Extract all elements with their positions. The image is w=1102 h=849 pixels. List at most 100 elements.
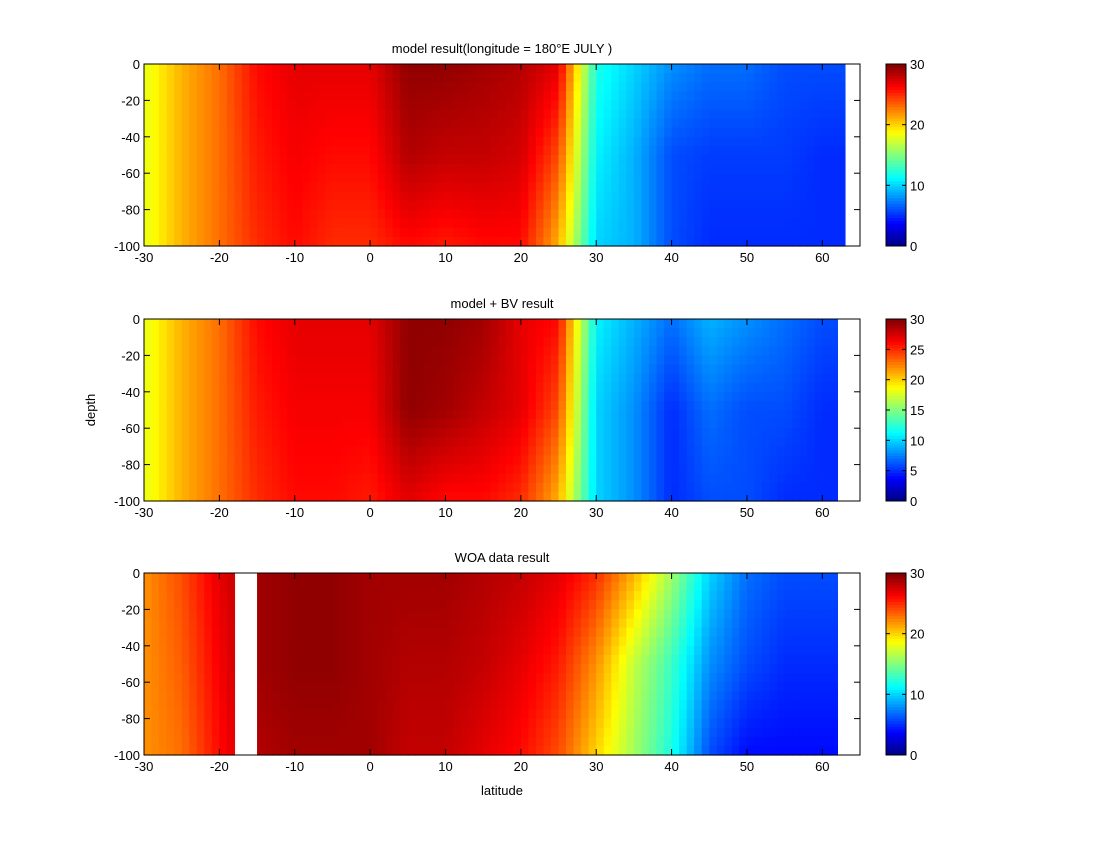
heat-cell	[626, 164, 635, 174]
heat-cell	[211, 464, 220, 475]
colorbar-segment	[886, 92, 906, 96]
heat-cell	[807, 182, 816, 192]
heat-cell	[226, 627, 236, 638]
heat-cell	[264, 164, 273, 174]
heat-cell	[219, 482, 228, 493]
heat-cell	[792, 482, 801, 493]
heat-cell	[490, 236, 499, 247]
heat-cell	[219, 654, 228, 665]
heat-cell	[332, 591, 341, 601]
heat-cell	[453, 164, 462, 174]
heat-cell	[648, 328, 658, 338]
heat-cell	[596, 173, 605, 183]
heat-cell	[573, 455, 582, 466]
heat-cell	[596, 364, 605, 375]
heat-cell	[543, 437, 552, 447]
heat-cell	[415, 419, 424, 429]
heat-cell	[535, 691, 545, 701]
heat-cell	[272, 673, 281, 683]
heat-cell	[814, 91, 823, 101]
heat-cell	[400, 627, 409, 638]
heat-cell	[543, 182, 552, 192]
heat-cell	[460, 337, 469, 347]
heat-cell	[648, 91, 658, 101]
heat-cell	[355, 654, 364, 665]
heat-cell	[272, 654, 281, 665]
heat-cell	[309, 437, 318, 447]
heat-cell	[144, 82, 153, 92]
heat-cell	[792, 400, 801, 411]
heat-cell	[468, 618, 477, 629]
heat-cell	[581, 428, 590, 438]
heat-cell	[272, 455, 281, 466]
colorbar-segment	[886, 214, 906, 219]
heat-cell	[475, 191, 484, 202]
heat-cell	[287, 328, 296, 338]
heat-cell	[799, 164, 808, 174]
heat-cell	[151, 691, 160, 701]
heat-cell	[520, 419, 529, 429]
heat-cell	[754, 118, 763, 129]
heat-cell	[505, 164, 514, 174]
heat-cell	[641, 118, 650, 129]
heat-cell	[550, 218, 560, 229]
heat-cell	[505, 91, 514, 101]
heat-cell	[400, 410, 409, 420]
heat-cell	[686, 227, 695, 238]
heat-cell	[407, 182, 416, 192]
heat-cell	[159, 64, 168, 74]
colorbar-segment	[886, 375, 906, 380]
heat-cell	[415, 627, 424, 638]
heat-cell	[445, 373, 454, 384]
heat-cell	[392, 145, 401, 156]
heat-cell	[453, 191, 462, 202]
heat-cell	[257, 727, 266, 738]
heat-cell	[664, 164, 673, 174]
heat-cell	[558, 473, 567, 484]
heat-cell	[422, 491, 431, 502]
heat-cell	[166, 673, 175, 683]
heat-cell	[189, 573, 198, 583]
heat-cell	[355, 145, 364, 156]
heat-cell	[792, 82, 801, 92]
heat-cell	[694, 373, 703, 384]
heat-cell	[159, 428, 168, 438]
heat-cell	[437, 645, 447, 656]
heat-cell	[430, 173, 439, 183]
heat-cell	[762, 319, 771, 329]
heat-cell	[528, 164, 537, 174]
heat-cell	[807, 218, 816, 229]
heat-cell	[535, 491, 545, 502]
heat-cell	[324, 209, 334, 220]
heat-cell	[716, 319, 725, 329]
heat-cell	[294, 209, 303, 220]
heat-cell	[317, 709, 326, 720]
heat-cell	[581, 209, 590, 220]
heat-cell	[189, 727, 198, 738]
heat-cell	[716, 382, 725, 393]
heat-cell	[309, 145, 318, 156]
heat-cell	[332, 391, 341, 402]
heat-cell	[415, 645, 424, 656]
heat-cell	[490, 600, 499, 610]
heat-cell	[460, 419, 469, 429]
heat-cell	[588, 236, 597, 247]
heat-cell	[377, 136, 386, 147]
heat-cell	[475, 636, 484, 647]
heat-cell	[445, 709, 454, 720]
heat-cell	[679, 191, 688, 202]
heat-cell	[407, 654, 416, 665]
heat-cell	[641, 491, 650, 502]
y-tick-label: -20	[121, 93, 140, 108]
heat-cell	[347, 337, 356, 347]
heat-cell	[196, 155, 205, 165]
colorbar-segment	[886, 481, 906, 485]
heat-cell	[196, 73, 205, 83]
heat-cell	[731, 391, 741, 402]
heat-cell	[505, 618, 514, 629]
heat-cell	[257, 718, 266, 729]
heat-cell	[257, 391, 266, 402]
heat-cell	[189, 319, 198, 329]
heat-cell	[679, 155, 688, 165]
heat-cell	[520, 736, 529, 747]
